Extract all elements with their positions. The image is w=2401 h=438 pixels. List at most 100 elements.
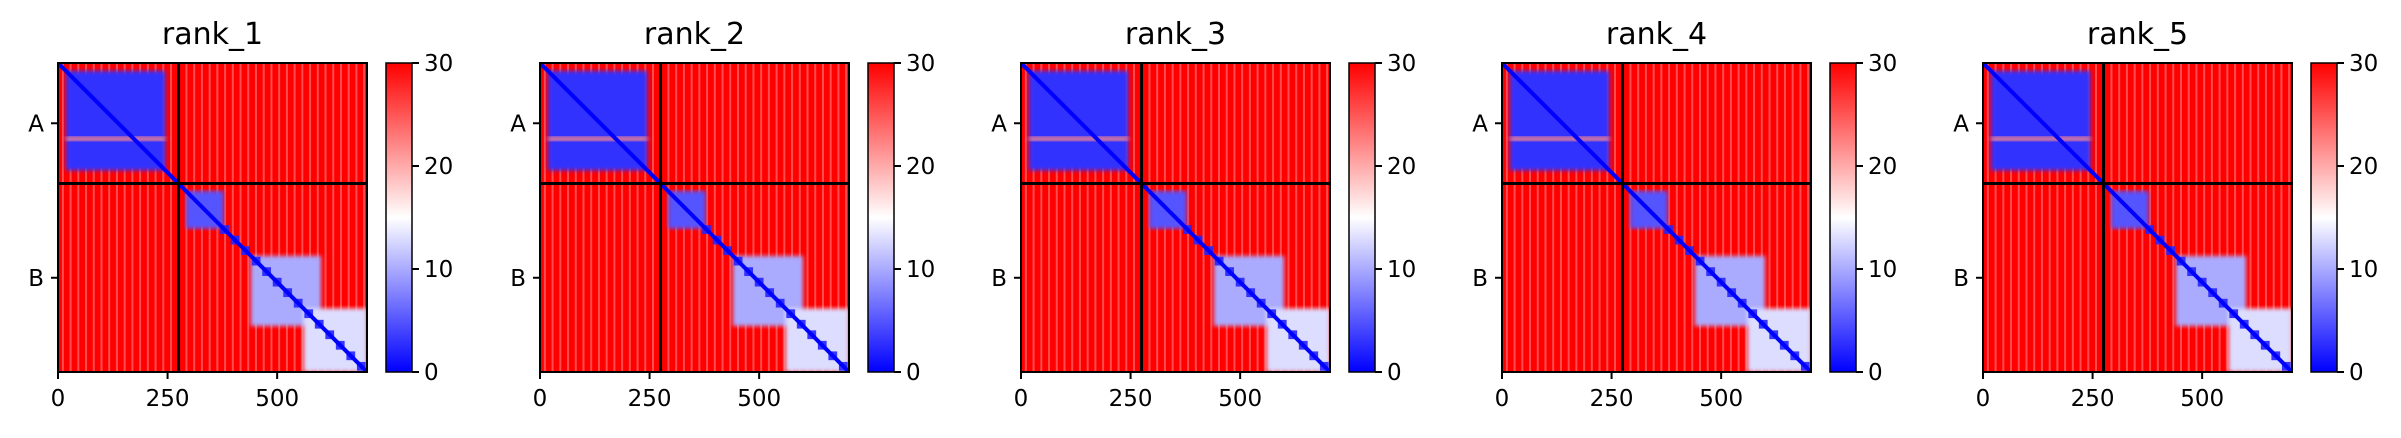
- texture-stripe: [2234, 63, 2237, 372]
- colorbar-tick-label: 0: [1868, 360, 1883, 386]
- diagonal-line: [58, 63, 367, 372]
- texture-stripe: [1295, 63, 1298, 372]
- heatmap-region-chain-A-gap: [1990, 136, 2091, 142]
- panel-4: rank_4 0 250 500 A B 0 10 20 30: [1472, 17, 1897, 412]
- texture-stripe: [1791, 63, 1794, 372]
- colorbar: [2311, 63, 2337, 372]
- texture-stripe: [1133, 63, 1136, 372]
- panel-1: rank_1 0 250 500 A B 0 10 20 30: [28, 17, 453, 412]
- texture-stripe: [1233, 63, 1236, 372]
- texture-stripe: [162, 63, 165, 372]
- colorbar-tick-label: 10: [2349, 257, 2378, 283]
- texture-stripe: [605, 63, 608, 372]
- x-tick-label: 500: [1218, 386, 1262, 412]
- texture-stripe: [1986, 63, 1989, 372]
- texture-stripe: [1745, 63, 1748, 372]
- texture-stripe: [752, 63, 755, 372]
- texture-stripe: [1552, 63, 1555, 372]
- texture-stripe: [2218, 63, 2221, 372]
- x-tick-label: 500: [255, 386, 299, 412]
- texture-stripe: [332, 63, 335, 372]
- chain-label-A: A: [510, 111, 526, 137]
- texture-stripe: [1264, 63, 1267, 372]
- x-tick-label: 0: [1495, 386, 1510, 412]
- texture-stripe: [309, 63, 312, 372]
- texture-stripe: [1776, 63, 1779, 372]
- texture-stripe: [355, 63, 358, 372]
- texture-stripe: [2156, 63, 2159, 372]
- texture-stripe: [652, 63, 655, 372]
- chain-label-B: B: [991, 266, 1007, 292]
- texture-stripe: [2172, 63, 2175, 372]
- texture-stripe: [1210, 63, 1213, 372]
- colorbar-tick-label: 10: [1387, 257, 1416, 283]
- colorbar-tick-label: 10: [906, 257, 935, 283]
- texture-stripe: [224, 63, 227, 372]
- texture-stripe: [316, 63, 319, 372]
- texture-stripe: [1194, 63, 1197, 372]
- texture-stripe: [100, 63, 103, 372]
- colorbar-tick-label: 20: [1387, 154, 1416, 180]
- texture-stripe: [1737, 63, 1740, 372]
- texture-stripe: [1272, 63, 1275, 372]
- texture-stripe: [1614, 63, 1617, 372]
- colorbar-tick-label: 20: [1868, 154, 1897, 180]
- texture-stripe: [597, 63, 600, 372]
- texture-stripe: [1094, 63, 1097, 372]
- colorbar: [1349, 63, 1375, 372]
- texture-stripe: [1063, 63, 1066, 372]
- texture-stripe: [1668, 63, 1671, 372]
- colorbar-tick-label: 20: [424, 154, 453, 180]
- panel-title: rank_3: [1125, 17, 1226, 52]
- texture-stripe: [270, 63, 273, 372]
- texture-stripe: [613, 63, 616, 372]
- colorbar-tick-label: 0: [906, 360, 921, 386]
- colorbar-tick-label: 0: [1387, 360, 1402, 386]
- texture-stripe: [278, 63, 281, 372]
- texture-stripe: [551, 63, 554, 372]
- x-tick-label: 0: [1976, 386, 1991, 412]
- plot-frame: [57, 62, 368, 373]
- heatmap-plot: [540, 63, 849, 372]
- heatmap-region-chain-A-gap: [1509, 136, 1610, 142]
- plot-frame: [1501, 62, 1812, 373]
- plot-frame: [1020, 62, 1331, 373]
- panel-title: rank_5: [2087, 17, 2188, 52]
- texture-stripe: [721, 63, 724, 372]
- colorbar: [1830, 63, 1856, 372]
- texture-stripe: [1807, 63, 1810, 372]
- heatmap-region-chain-A-gap: [1028, 136, 1129, 142]
- x-tick-label: 0: [51, 386, 66, 412]
- texture-stripe: [108, 63, 111, 372]
- texture-stripe: [1583, 63, 1586, 372]
- texture-stripe: [1722, 63, 1725, 372]
- texture-stripe: [1048, 63, 1051, 372]
- texture-stripe: [760, 63, 763, 372]
- texture-stripe: [775, 63, 778, 372]
- x-tick-label: 0: [533, 386, 548, 412]
- texture-stripe: [1117, 63, 1120, 372]
- texture-stripe: [1109, 63, 1112, 372]
- texture-stripe: [1753, 63, 1756, 372]
- texture-stripe: [2203, 63, 2206, 372]
- texture-stripe: [2272, 63, 2275, 372]
- texture-stripe: [821, 63, 824, 372]
- panel-5: rank_5 0 250 500 A B 0 10 20 30: [1953, 17, 2378, 412]
- chain-label-A: A: [991, 111, 1007, 137]
- panel-2: rank_2 0 250 500 A B 0 10 20 30: [510, 17, 935, 412]
- texture-stripe: [1287, 63, 1290, 372]
- texture-stripe: [1783, 63, 1786, 372]
- panel-title: rank_1: [162, 17, 263, 52]
- colorbar-tick-label: 0: [2349, 360, 2364, 386]
- texture-stripe: [2095, 63, 2098, 372]
- colorbar-frame: [1829, 62, 1857, 373]
- texture-stripe: [1575, 63, 1578, 372]
- texture-stripe: [1318, 63, 1321, 372]
- texture-stripe: [628, 63, 631, 372]
- x-tick-label: 250: [2071, 386, 2115, 412]
- texture-stripe: [247, 63, 250, 372]
- texture-stripe: [1567, 63, 1570, 372]
- colorbar-tick-label: 30: [1868, 51, 1897, 77]
- texture-stripe: [2179, 63, 2182, 372]
- texture-stripe: [829, 63, 832, 372]
